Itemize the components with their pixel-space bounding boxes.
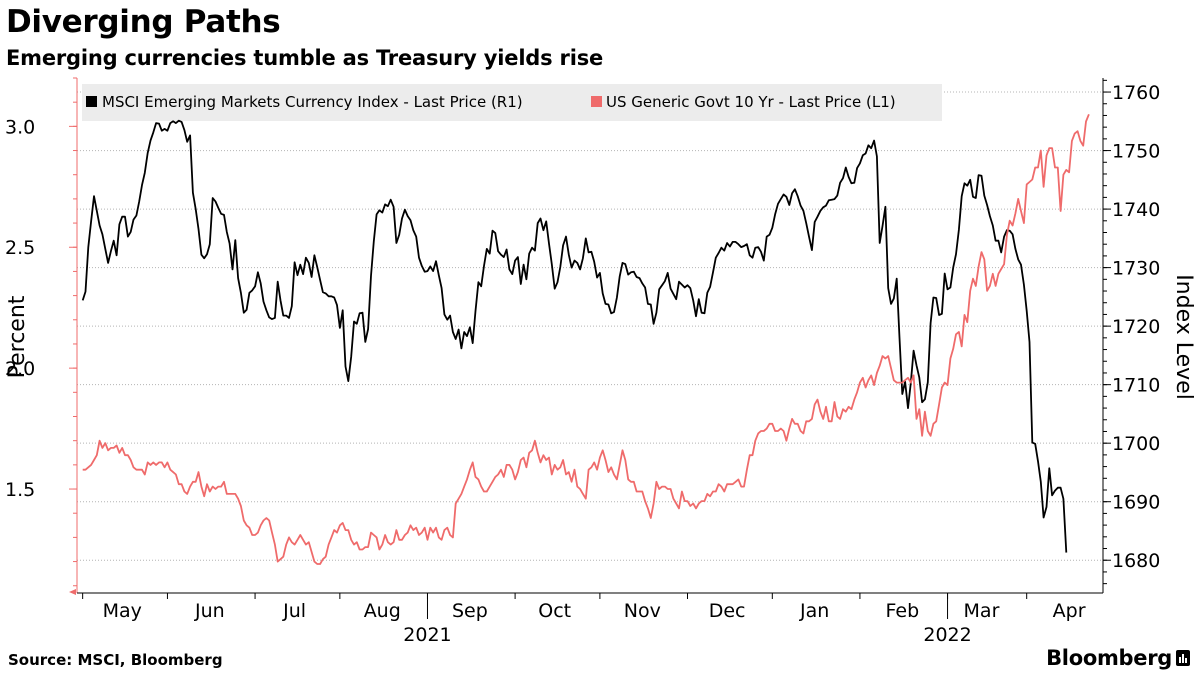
gridlines <box>77 91 1103 561</box>
year-label-1: 2022 <box>923 624 971 646</box>
right-tick-label-5: 1730 <box>1112 258 1160 280</box>
right-tick-label-1: 1690 <box>1112 492 1160 514</box>
brand-name: Bloomberg <box>1046 646 1172 670</box>
legend-background <box>82 84 942 121</box>
month-label-2: Jul <box>282 600 306 622</box>
month-label-8: Jan <box>799 600 829 622</box>
month-label-1: Jun <box>194 600 225 622</box>
month-label-9: Feb <box>886 600 920 622</box>
month-label-10: Mar <box>964 600 1000 622</box>
month-label-5: Oct <box>538 600 571 622</box>
chart-subtitle: Emerging currencies tumble as Treasury y… <box>6 46 604 70</box>
month-label-6: Nov <box>624 600 661 622</box>
brand: Bloomberg <box>1046 646 1190 670</box>
chart-title: Diverging Paths <box>6 4 281 40</box>
msci-currency-index-line <box>81 119 1068 553</box>
left-tick-label-3: 3.0 <box>5 116 35 138</box>
left-axis-marker <box>69 589 76 595</box>
series-lines <box>81 113 1090 565</box>
left-tick-label-1: 2.0 <box>5 358 35 380</box>
month-label-4: Sep <box>452 600 488 622</box>
month-label-0: May <box>103 600 142 622</box>
bloomberg-terminal-icon <box>1176 650 1190 666</box>
right-tick-label-8: 1760 <box>1112 82 1160 104</box>
right-tick-label-3: 1710 <box>1112 375 1160 397</box>
us-10yr-yield-line <box>82 113 1090 565</box>
right-tick-label-2: 1700 <box>1112 433 1160 455</box>
right-tick-label-7: 1750 <box>1112 141 1160 163</box>
right-tick-label-0: 1680 <box>1112 550 1160 572</box>
left-tick-label-2: 2.5 <box>5 237 35 259</box>
right-axis-label: Index Level <box>1171 274 1196 400</box>
legend-label-msci: MSCI Emerging Markets Currency Index - L… <box>102 93 523 111</box>
month-label-3: Aug <box>364 600 401 622</box>
legend-swatch-treasury <box>591 96 602 107</box>
source-note: Source: MSCI, Bloomberg <box>8 651 223 669</box>
left-tick-label-0: 1.5 <box>5 479 35 501</box>
month-label-11: Apr <box>1053 600 1086 622</box>
axes: 1.5 2.0 2.5 3.0 1680 1690 1700 1710 1720 1730 1740… <box>5 77 1160 646</box>
month-label-7: Dec <box>709 600 746 622</box>
right-tick-label-4: 1720 <box>1112 316 1160 338</box>
legend-label-treasury: US Generic Govt 10 Yr - Last Price (L1) <box>606 93 896 111</box>
left-axis-label: Percent <box>5 295 30 378</box>
legend-swatch-msci <box>86 96 97 107</box>
year-label-0: 2021 <box>403 624 451 646</box>
right-tick-label-6: 1740 <box>1112 199 1160 221</box>
